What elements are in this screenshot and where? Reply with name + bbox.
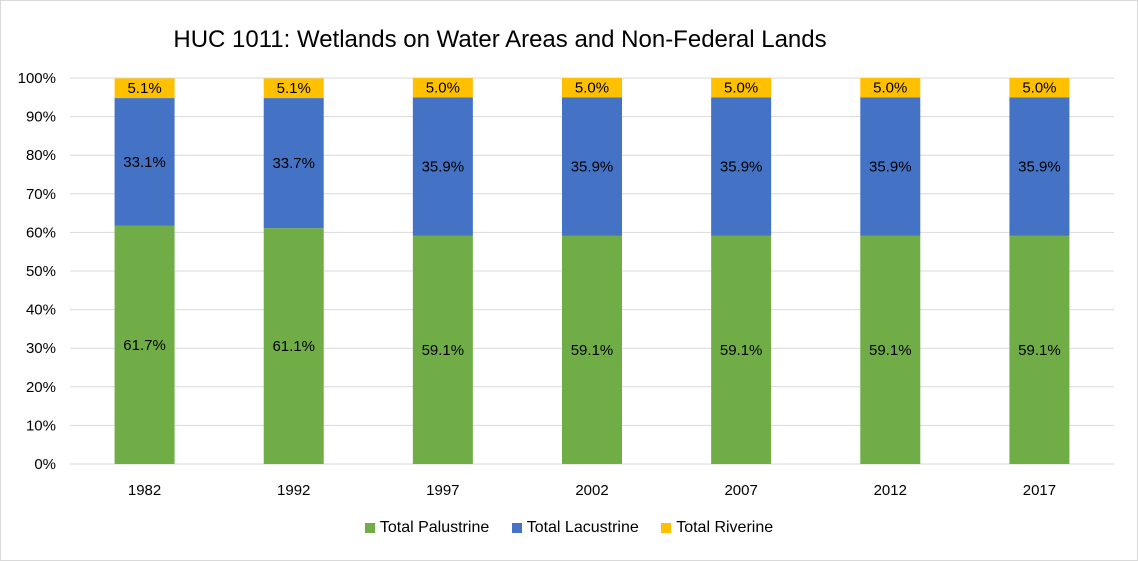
legend-swatch-lacustrine <box>511 523 522 533</box>
legend-item-palustrine: Total Palustrine <box>364 519 490 537</box>
data-label: 5.1% <box>127 80 161 97</box>
bar-segment <box>114 78 175 99</box>
x-tick-label: 2007 <box>724 482 757 499</box>
legend-swatch-palustrine <box>364 523 375 533</box>
bar-segment <box>562 97 622 236</box>
data-label: 61.7% <box>123 337 166 354</box>
data-label: 35.9% <box>869 159 912 176</box>
data-label: 59.1% <box>422 342 465 359</box>
data-label: 59.1% <box>720 342 763 359</box>
bar-segment <box>263 98 324 229</box>
data-label: 59.1% <box>571 342 614 359</box>
x-tick-label: 1992 <box>277 482 310 499</box>
data-label: 5.0% <box>575 80 609 97</box>
legend-item-lacustrine: Total Lacustrine <box>511 519 639 537</box>
data-label: 59.1% <box>869 342 912 359</box>
y-tick-label: 60% <box>26 224 56 241</box>
y-tick-label: 100% <box>18 70 56 87</box>
bar-segment <box>412 97 473 236</box>
bar-segment <box>860 235 921 464</box>
x-tick-label: 1982 <box>128 482 161 499</box>
y-tick-label: 40% <box>26 302 56 319</box>
bar-segment <box>860 97 921 236</box>
data-label: 61.1% <box>272 338 315 355</box>
bar-segment <box>412 235 473 464</box>
bar-segment <box>562 235 622 464</box>
data-label: 35.9% <box>1018 159 1061 176</box>
data-label: 33.1% <box>123 154 166 171</box>
y-tick-label: 50% <box>26 263 56 280</box>
bar-segment <box>1009 97 1070 236</box>
data-label: 35.9% <box>422 159 465 176</box>
y-tick-label: 90% <box>26 109 56 126</box>
x-tick-label: 1997 <box>426 482 459 499</box>
y-tick-label: 80% <box>26 147 56 164</box>
y-tick-label: 70% <box>26 186 56 203</box>
bar-segment <box>860 78 921 98</box>
bar-segment <box>1009 78 1070 98</box>
bar-segment <box>263 228 324 464</box>
data-label: 59.1% <box>1018 342 1061 359</box>
x-tick-label: 2012 <box>874 482 907 499</box>
legend-swatch-riverine <box>661 523 672 533</box>
data-label: 35.9% <box>720 159 763 176</box>
legend: Total Palustrine Total Lacustrine Total … <box>0 519 1138 538</box>
data-label: 35.9% <box>571 159 614 176</box>
bar-segment <box>1009 235 1070 464</box>
legend-label-palustrine: Total Palustrine <box>379 519 490 536</box>
y-tick-label: 30% <box>26 340 56 357</box>
bar-segment <box>412 78 473 98</box>
x-tick-label: 2017 <box>1023 482 1056 499</box>
bar-segment <box>711 78 772 98</box>
bar-segment <box>114 225 175 464</box>
legend-item-riverine: Total Riverine <box>661 519 773 537</box>
data-label: 5.0% <box>873 80 907 97</box>
legend-label-riverine: Total Riverine <box>676 519 774 536</box>
data-label: 5.1% <box>277 80 311 97</box>
data-label: 33.7% <box>272 155 315 172</box>
data-label: 5.0% <box>1022 80 1056 97</box>
legend-label-lacustrine: Total Lacustrine <box>526 519 639 536</box>
bar-segment <box>562 78 622 98</box>
data-label: 5.0% <box>724 80 758 97</box>
y-tick-label: 0% <box>34 456 56 473</box>
chart-title: HUC 1011: Wetlands on Water Areas and No… <box>173 26 827 53</box>
data-label: 5.0% <box>426 80 460 97</box>
bar-segment <box>263 78 324 99</box>
y-tick-label: 10% <box>26 417 56 434</box>
x-tick-label: 2002 <box>575 482 608 499</box>
bar-segment <box>711 235 772 464</box>
bar-segment <box>114 98 175 226</box>
bar-segment <box>711 97 772 236</box>
y-tick-label: 20% <box>26 379 56 396</box>
